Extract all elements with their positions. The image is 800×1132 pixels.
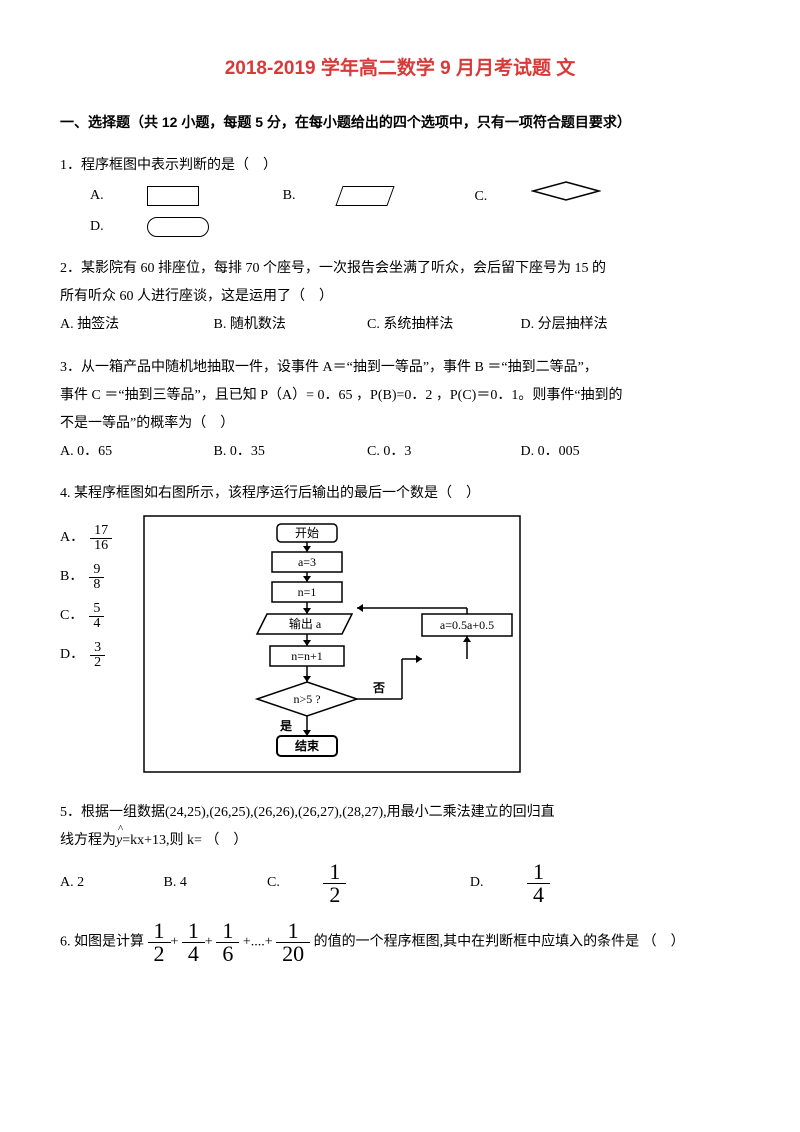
q4-b-den: 8 bbox=[89, 577, 104, 592]
svg-text:n=1: n=1 bbox=[298, 585, 317, 599]
svg-text:否: 否 bbox=[372, 681, 385, 695]
q5-line2: 线方程为y=kx+13,则 k= （ ） bbox=[60, 827, 740, 855]
q1-c-label: C. bbox=[474, 183, 487, 211]
q5-option-c: C. 12 bbox=[267, 861, 426, 906]
q5-d-num: 1 bbox=[527, 861, 550, 883]
q1-option-b: B. bbox=[283, 182, 431, 210]
q6-post: 的值的一个程序框图,其中在判断框中应填入的条件是 （ ） bbox=[314, 934, 685, 949]
q6-f4-num: 1 bbox=[276, 920, 310, 942]
question-5: 5．根据一组数据(24,25),(26,25),(26,26),(26,27),… bbox=[60, 799, 740, 906]
question-3: 3．从一箱产品中随机地抽取一件，设事件 A＝“抽到一等品”，事件 B ＝“抽到二… bbox=[60, 354, 740, 466]
q4-c-label: C． bbox=[60, 602, 83, 630]
question-2: 2．某影院有 60 排座位，每排 70 个座号，一次报告会坐满了听众，会后留下座… bbox=[60, 255, 740, 339]
q6-f3-den: 6 bbox=[216, 942, 239, 965]
q5-c-label: C. bbox=[267, 869, 280, 897]
q6-mid: +....+ bbox=[243, 934, 273, 949]
q6-f2-num: 1 bbox=[182, 920, 205, 942]
q4-stem: 4. 某程序框图如右图所示，该程序运行后输出的最后一个数是（ ） bbox=[60, 480, 740, 508]
section-heading: 一、选择题（共 12 小题，每题 5 分，在每小题给出的四个选项中，只有一项符合… bbox=[60, 108, 740, 136]
q4-b-num: 9 bbox=[89, 563, 104, 577]
q4-d-num: 3 bbox=[90, 641, 105, 655]
q1-stem: 1．程序框图中表示判断的是（ ） bbox=[60, 152, 740, 180]
q6-pre: 6. 如图是计算 bbox=[60, 934, 144, 949]
q3-line1: 3．从一箱产品中随机地抽取一件，设事件 A＝“抽到一等品”，事件 B ＝“抽到二… bbox=[60, 354, 740, 382]
q2-option-d: D. 分层抽样法 bbox=[521, 311, 631, 339]
question-1: 1．程序框图中表示判断的是（ ） A. B. C. D. bbox=[60, 152, 740, 241]
q5-option-a: A. 2 bbox=[60, 869, 120, 897]
q3-line3: 不是一等品”的概率为（ ） bbox=[60, 410, 740, 438]
q5-c-den: 2 bbox=[323, 883, 346, 906]
q2-option-c: C. 系统抽样法 bbox=[367, 311, 477, 339]
q1-a-label: A. bbox=[90, 182, 104, 210]
q3-option-a: A. 0．65 bbox=[60, 438, 170, 466]
q4-option-c: C． 54 bbox=[60, 602, 112, 631]
q1-option-d: D. bbox=[90, 213, 249, 241]
q4-a-label: A． bbox=[60, 524, 84, 552]
svg-text:结束: 结束 bbox=[295, 738, 320, 753]
q6-f3-num: 1 bbox=[216, 920, 239, 942]
svg-text:输出 a: 输出 a bbox=[289, 616, 322, 631]
q4-c-num: 5 bbox=[89, 602, 104, 616]
q5-option-d: D. 14 bbox=[470, 861, 630, 906]
flowchart-figure: 开始 a=3 n=1 输出 a n=n+1 n>5 bbox=[142, 514, 522, 785]
q3-line2: 事件 C ＝“抽到三等品”，且已知 P（A）= 0．65 ，P(B)=0．2 ，… bbox=[60, 382, 740, 410]
q2-line2: 所有听众 60 人进行座谈，这是运用了（ ） bbox=[60, 283, 740, 311]
q5-option-b: B. 4 bbox=[164, 869, 224, 897]
rounded-rect-icon bbox=[147, 217, 209, 237]
q3-option-b: B. 0．35 bbox=[214, 438, 324, 466]
page-title: 2018-2019 学年高二数学 9 月月考试题 文 bbox=[60, 50, 740, 88]
q4-option-d: D． 32 bbox=[60, 641, 112, 670]
q4-c-den: 4 bbox=[89, 616, 104, 631]
question-4: 4. 某程序框图如右图所示，该程序运行后输出的最后一个数是（ ） A． 1716 … bbox=[60, 480, 740, 785]
q4-option-a: A． 1716 bbox=[60, 524, 112, 553]
q4-option-b: B． 98 bbox=[60, 563, 112, 592]
q2-line1: 2．某影院有 60 排座位，每排 70 个座号，一次报告会坐满了听众，会后留下座… bbox=[60, 255, 740, 283]
q5-line1: 5．根据一组数据(24,25),(26,25),(26,26),(26,27),… bbox=[60, 799, 740, 827]
question-6: 6. 如图是计算 12+ 14+ 16 +....+ 120 的值的一个程序框图… bbox=[60, 920, 740, 965]
q5-line2a: 线方程为 bbox=[60, 833, 116, 848]
svg-text:n=n+1: n=n+1 bbox=[291, 649, 323, 663]
rectangle-icon bbox=[147, 186, 199, 206]
parallelogram-icon bbox=[335, 186, 394, 206]
svg-text:a=3: a=3 bbox=[298, 555, 316, 569]
q2-option-b: B. 随机数法 bbox=[214, 311, 324, 339]
q6-f1-den: 2 bbox=[148, 942, 171, 965]
q4-b-label: B． bbox=[60, 563, 83, 591]
q6-f4-den: 20 bbox=[276, 942, 310, 965]
q5-line2b: =kx+13,则 k= （ ） bbox=[122, 833, 247, 848]
q6-f2-den: 4 bbox=[182, 942, 205, 965]
q4-a-num: 17 bbox=[90, 524, 112, 538]
q3-option-d: D. 0．005 bbox=[521, 438, 631, 466]
q1-option-a: A. bbox=[90, 182, 239, 210]
svg-text:开始: 开始 bbox=[295, 526, 319, 540]
q6-f1-num: 1 bbox=[148, 920, 171, 942]
q4-d-label: D． bbox=[60, 641, 84, 669]
q2-option-a: A. 抽签法 bbox=[60, 311, 170, 339]
q5-c-num: 1 bbox=[323, 861, 346, 883]
diamond-icon bbox=[531, 180, 601, 213]
svg-text:n>5 ?: n>5 ? bbox=[294, 692, 321, 706]
q5-d-label: D. bbox=[470, 869, 484, 897]
svg-text:是: 是 bbox=[279, 719, 293, 733]
q3-option-c: C. 0．3 bbox=[367, 438, 477, 466]
q5-d-den: 4 bbox=[527, 883, 550, 906]
q1-d-label: D. bbox=[90, 213, 104, 241]
q1-b-label: B. bbox=[283, 182, 296, 210]
q4-options: A． 1716 B． 98 C． 54 D． 32 bbox=[60, 514, 112, 670]
q1-option-c: C. bbox=[474, 180, 640, 213]
y-hat-icon: y bbox=[116, 827, 122, 855]
q4-d-den: 2 bbox=[90, 655, 105, 670]
svg-text:a=0.5a+0.5: a=0.5a+0.5 bbox=[440, 618, 494, 632]
q4-a-den: 16 bbox=[90, 538, 112, 553]
